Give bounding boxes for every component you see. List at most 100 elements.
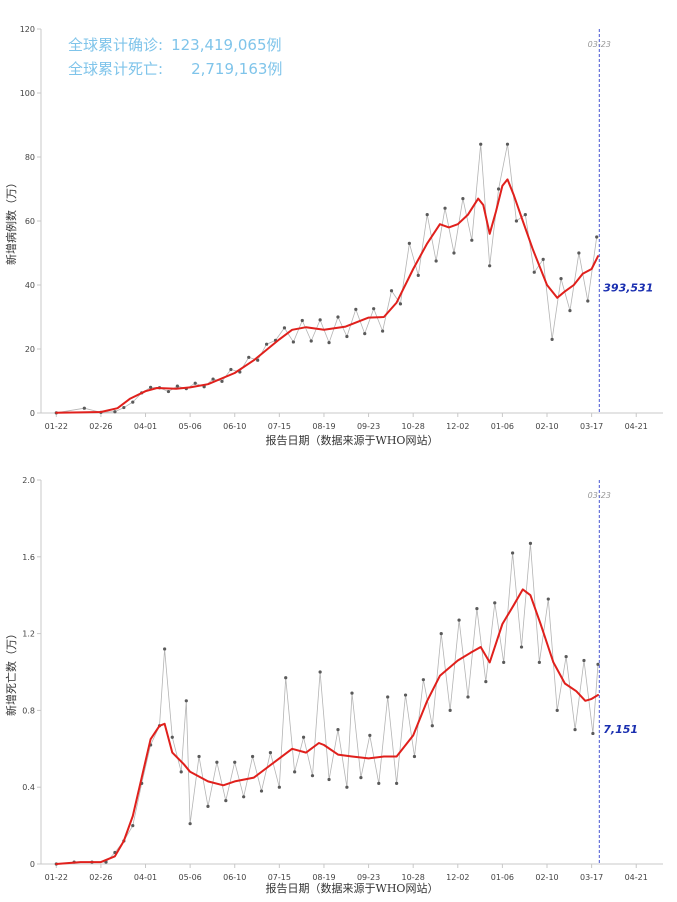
deaths-daily-point (179, 770, 183, 774)
deaths-daily-point (131, 824, 135, 828)
cases-daily-point (425, 213, 429, 217)
cases-daily-point (568, 309, 572, 313)
cases-daily-point (389, 289, 394, 293)
cases-daily-point (559, 277, 563, 281)
cases-y-tick-label: 60 (25, 217, 35, 226)
deaths-daily-point (250, 754, 255, 759)
deaths-x-tick-label: 04-01 (134, 873, 157, 882)
cases-daily-point (586, 299, 590, 303)
cases-daily-point (354, 307, 358, 311)
deaths-daily-point (345, 785, 349, 789)
deaths-daily-point (493, 601, 497, 605)
cases-daily-point (122, 405, 126, 410)
cases-x-axis-label: 报告日期（数据来源于WHO网站） (266, 433, 439, 447)
deaths-daily-point (510, 551, 515, 555)
deaths-daily-point (519, 645, 524, 649)
deaths-daily-point (197, 754, 201, 759)
cases-daily-point (282, 326, 287, 330)
deaths-daily-point (386, 695, 390, 699)
deaths-y-tick-label: 0.4 (22, 783, 35, 792)
deaths-daily-point (484, 680, 488, 684)
deaths-x-axis-label: 报告日期（数据来源于WHO网站） (266, 881, 439, 895)
deaths-daily-point (318, 670, 322, 674)
new-cases-chart: 0 20 40 60 80 100 120 01-22 02-26 04-01 05-06 06-10… (4, 25, 663, 447)
cases-y-tick-label: 80 (25, 153, 35, 162)
cases-daily-point (479, 142, 483, 146)
cases-daily-point (461, 197, 465, 201)
deaths-daily-point (377, 781, 381, 785)
deaths-daily-point (336, 728, 340, 732)
deaths-last-value-label: 7,151 (603, 723, 638, 736)
deaths-y-axis-label: 新增死亡数（万） (4, 628, 18, 716)
cases-daily-point (496, 187, 501, 191)
deaths-daily-point (170, 735, 174, 739)
cases-daily-point (532, 270, 536, 274)
cases-y-tick-label: 20 (25, 345, 35, 354)
cases-last-value-label: 393,531 (603, 282, 653, 295)
cases-x-tick-label: 06-10 (223, 422, 246, 431)
deaths-trend-line (55, 588, 599, 865)
deaths-y-tick-label: 1.2 (22, 630, 35, 639)
cases-daily-point (175, 384, 179, 388)
deaths-x-tick-label: 06-10 (223, 873, 246, 882)
cases-daily-point (470, 238, 474, 242)
cases-daily-point (265, 342, 269, 346)
total-deaths-label: 全球累计死亡: (68, 60, 164, 78)
cases-trend-line (55, 178, 599, 414)
deaths-y-tick-label: 0 (30, 860, 35, 869)
cases-daily-point (577, 251, 581, 255)
deaths-x-tick-label: 01-06 (491, 873, 514, 882)
cases-daily-point (488, 264, 492, 268)
deaths-daily-point (528, 541, 533, 545)
cases-daily-point (247, 355, 251, 359)
cases-x-tick-label: 08-19 (312, 422, 335, 431)
cases-daily-point (514, 219, 519, 223)
deaths-daily-point (537, 660, 541, 664)
cases-daily-point (398, 302, 403, 306)
deaths-daily-point (573, 728, 577, 732)
deaths-daily-point (582, 658, 586, 663)
deaths-daily-point (430, 724, 434, 728)
deaths-daily-point (293, 770, 297, 774)
cases-daily-point (595, 235, 599, 239)
deaths-daily-point (466, 695, 470, 699)
deaths-daily-point (368, 733, 372, 737)
cases-daily-point (345, 334, 349, 339)
deaths-x-tick-label: 01-22 (45, 873, 68, 882)
deaths-daily-line (56, 543, 599, 865)
deaths-x-tick-label: 12-02 (446, 873, 469, 882)
cases-daily-point (166, 389, 171, 394)
cases-x-tick-label: 04-21 (625, 422, 648, 431)
deaths-daily-point (457, 618, 461, 622)
deaths-daily-point (284, 676, 288, 680)
deaths-x-tick-label: 07-15 (268, 873, 291, 882)
cases-daily-point (318, 318, 322, 322)
cases-daily-point (327, 341, 331, 345)
cases-daily-point (256, 358, 260, 362)
cases-daily-point (291, 340, 295, 344)
cases-daily-point (149, 385, 153, 389)
cases-y-tick-label: 120 (20, 25, 35, 34)
deaths-daily-point (546, 597, 550, 601)
cases-daily-point (309, 339, 313, 343)
cases-daily-point (336, 315, 340, 319)
deaths-x-tick-label: 02-26 (89, 873, 112, 882)
cases-x-tick-label: 02-10 (535, 422, 558, 431)
deaths-daily-point (359, 776, 363, 780)
cases-x-tick-label: 01-06 (491, 422, 514, 431)
deaths-daily-point (403, 693, 408, 697)
deaths-daily-point (448, 708, 452, 712)
deaths-daily-point (327, 777, 331, 782)
cases-x-tick-label: 03-17 (580, 422, 603, 431)
cases-daily-point (82, 406, 86, 410)
cases-x-tick-label: 05-06 (179, 422, 202, 431)
cases-daily-point (443, 206, 447, 210)
deaths-y-tick-label: 2.0 (22, 476, 35, 485)
cases-x-tick-label: 10-28 (402, 422, 425, 431)
cases-daily-point (229, 367, 233, 372)
deaths-daily-point (301, 735, 306, 739)
deaths-x-tick-label: 03-17 (580, 873, 603, 882)
deaths-daily-point (224, 799, 228, 803)
cases-daily-point (380, 329, 385, 333)
